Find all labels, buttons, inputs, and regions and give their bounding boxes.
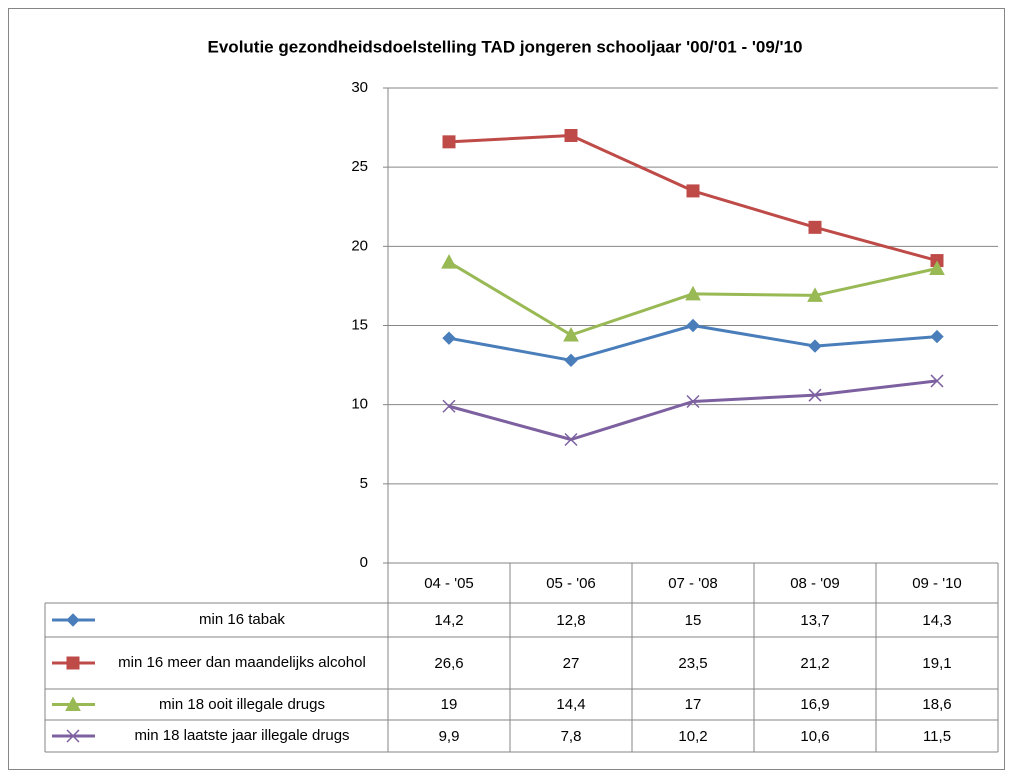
marker xyxy=(441,254,457,269)
marker xyxy=(66,613,80,627)
table-value: 14,4 xyxy=(556,696,586,713)
table-value: 14,3 xyxy=(922,611,952,629)
legend-label: min 16 tabak xyxy=(199,611,285,628)
category-label: 04 - '05 xyxy=(424,574,474,592)
marker xyxy=(929,260,945,275)
marker xyxy=(808,388,822,402)
y-tick-label: 15 xyxy=(351,316,368,333)
table-value: 11,5 xyxy=(922,727,952,745)
y-tick-label: 25 xyxy=(351,158,368,175)
table-value: 16,9 xyxy=(800,696,830,713)
table-value: 21,2 xyxy=(800,654,830,672)
marker xyxy=(686,184,700,198)
table-value: 13,7 xyxy=(800,611,830,629)
legend-label: min 18 laatste jaar illegale drugs xyxy=(134,727,350,744)
y-tick-label: 30 xyxy=(351,79,368,96)
y-tick-label: 20 xyxy=(351,237,368,254)
y-tick-label: 10 xyxy=(351,396,368,413)
table-value: 26,6 xyxy=(434,654,464,672)
table-value: 27 xyxy=(562,654,580,672)
table-value: 9,9 xyxy=(438,727,460,745)
category-label: 08 - '09 xyxy=(790,574,840,592)
table-value: 10,6 xyxy=(800,727,830,745)
table-value: 10,2 xyxy=(678,727,708,745)
category-label: 09 - '10 xyxy=(912,574,962,592)
table-value: 23,5 xyxy=(678,654,708,672)
legend-label: min 18 ooit illegale drugs xyxy=(159,695,325,713)
marker xyxy=(442,399,456,413)
legend-label: min 16 meer dan maandelijks alcohol xyxy=(118,654,366,671)
marker xyxy=(65,696,81,711)
table-value: 19,1 xyxy=(922,654,952,672)
marker xyxy=(686,318,700,333)
category-label: 05 - '06 xyxy=(546,574,596,592)
y-tick-label: 5 xyxy=(360,475,368,492)
y-tick-label: 0 xyxy=(360,554,368,571)
marker xyxy=(563,326,579,342)
chart-border xyxy=(8,8,1005,770)
table-value: 18,6 xyxy=(922,696,952,713)
marker xyxy=(930,374,944,388)
marker xyxy=(564,432,578,447)
chart-title: Evolutie gezondheidsdoelstelling TAD jon… xyxy=(208,37,803,56)
table-value: 14,2 xyxy=(434,611,464,629)
marker xyxy=(685,285,701,301)
marker xyxy=(564,353,578,368)
table-value: 19 xyxy=(440,696,458,713)
marker xyxy=(66,729,80,743)
marker xyxy=(66,656,80,670)
marker xyxy=(808,339,822,353)
category-label: 07 - '08 xyxy=(668,574,718,592)
marker xyxy=(807,287,823,302)
marker xyxy=(564,129,578,142)
table-value: 15 xyxy=(684,611,702,629)
marker xyxy=(442,135,456,149)
marker xyxy=(808,220,822,234)
marker xyxy=(686,394,700,409)
marker xyxy=(442,331,456,345)
table-value: 12,8 xyxy=(556,611,586,629)
marker xyxy=(930,329,944,344)
table-value: 17 xyxy=(684,696,702,713)
table-value: 7,8 xyxy=(560,727,582,745)
